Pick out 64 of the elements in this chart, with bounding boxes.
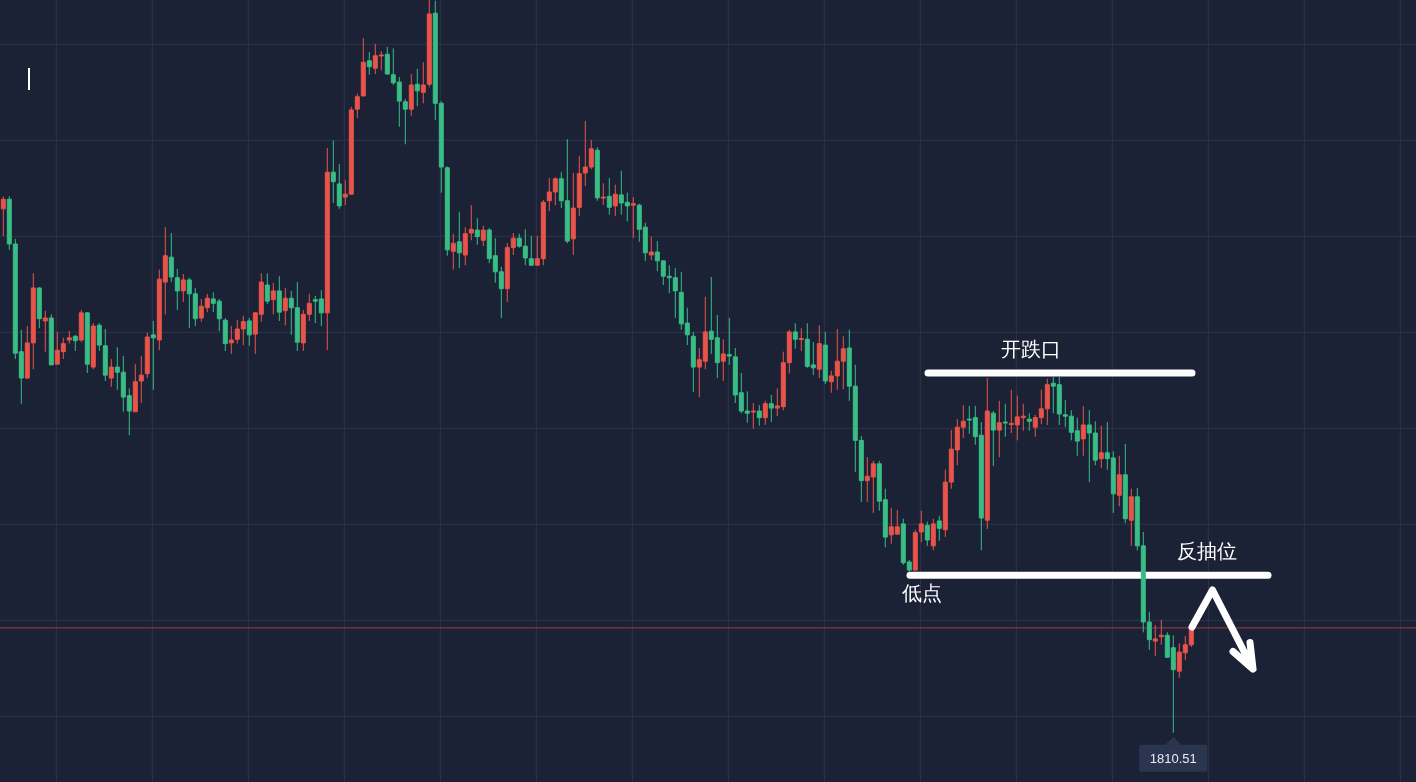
candlestick — [72, 334, 78, 352]
candlestick — [450, 233, 456, 271]
candlestick — [36, 286, 42, 329]
candlestick — [264, 272, 270, 305]
candlestick — [42, 310, 48, 353]
candlestick — [936, 515, 942, 542]
candlestick — [1002, 403, 1008, 438]
candlestick — [270, 282, 276, 315]
candlestick — [930, 518, 936, 551]
candlestick — [1098, 425, 1104, 469]
candlestick — [600, 182, 606, 206]
candlestick — [816, 324, 822, 379]
candlestick — [648, 236, 654, 261]
candlestick — [720, 338, 726, 382]
candlestick — [924, 521, 930, 547]
candlestick — [0, 195, 6, 237]
candlestick — [1122, 443, 1128, 524]
candlestick — [108, 358, 114, 388]
candlestick — [1152, 624, 1158, 657]
candlestick — [474, 217, 480, 246]
ref-line-label: 开跌口 — [1001, 336, 1061, 361]
candlestick — [66, 330, 72, 345]
candlestick — [480, 225, 486, 247]
candlestick — [48, 313, 54, 366]
candlestick — [1026, 412, 1032, 432]
annotation: 低点 — [902, 581, 943, 606]
candlestick — [630, 196, 636, 239]
candlestick — [1158, 619, 1164, 646]
candlestick — [330, 140, 336, 204]
candlestick — [276, 275, 282, 322]
candlestick — [408, 73, 414, 117]
candlestick — [246, 317, 252, 347]
candlestick — [282, 287, 288, 326]
candlestick — [1116, 455, 1122, 507]
candlestick — [990, 410, 996, 467]
candlestick — [606, 177, 612, 216]
candlestick — [84, 311, 90, 374]
candlestick — [750, 402, 756, 430]
candlestick — [822, 331, 828, 385]
candlestick — [996, 400, 1002, 458]
candlestick — [90, 322, 96, 370]
annotation: 1810.51 — [1149, 750, 1197, 766]
candlestick — [180, 273, 186, 303]
candlestick — [612, 184, 618, 217]
candlestick — [756, 404, 762, 427]
candlestick — [762, 400, 768, 426]
candlestick — [366, 51, 372, 76]
ref-line-label: 反抽位 — [1177, 539, 1237, 564]
candlestick — [1080, 405, 1086, 457]
candlestick — [690, 331, 696, 393]
candlestick — [336, 163, 342, 210]
candlestick — [144, 332, 150, 379]
candlestick — [792, 322, 798, 350]
candlestick — [324, 147, 330, 351]
candlestick — [78, 309, 84, 343]
candlestick — [984, 377, 990, 530]
candlestick — [222, 317, 228, 352]
candlestick — [768, 394, 774, 423]
candlestick — [1128, 488, 1134, 547]
candlestick — [150, 320, 156, 391]
candlestick — [798, 327, 804, 352]
candlestick — [414, 68, 420, 107]
candlestick — [594, 146, 600, 202]
candlestick — [456, 211, 462, 269]
